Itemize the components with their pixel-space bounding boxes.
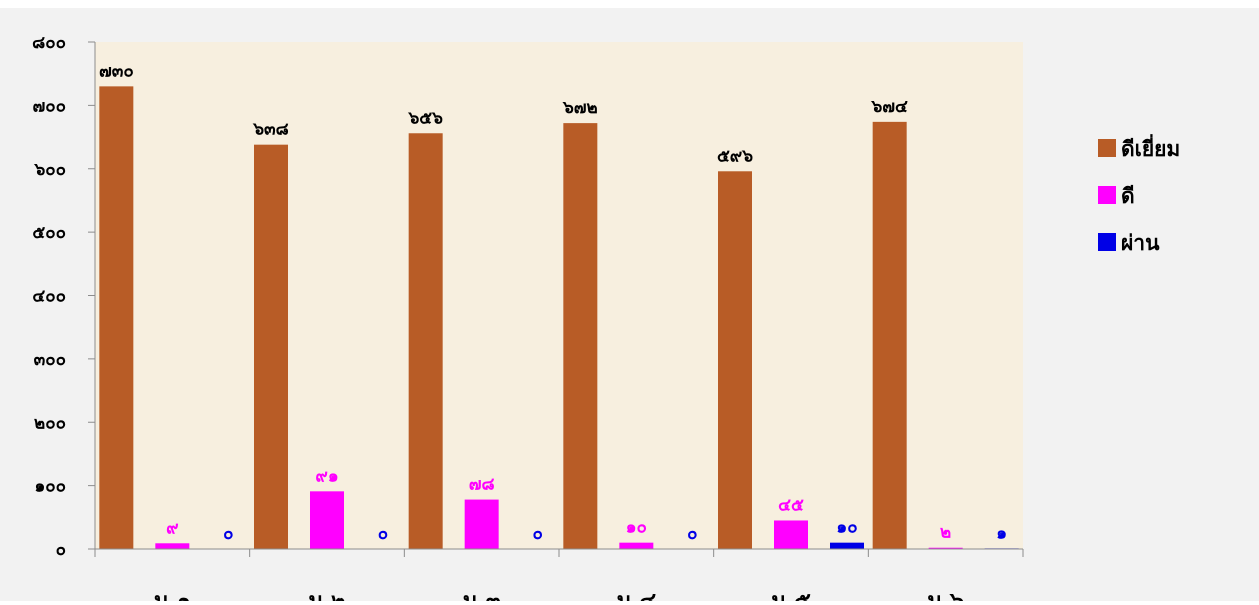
bar-2-ม.๒	[310, 491, 344, 549]
bar-1-ม.๔	[563, 123, 598, 550]
legend-label-3: ผ่าน	[1121, 231, 1160, 255]
data-label: ๕๙๖	[717, 146, 753, 166]
data-label: ๙	[166, 518, 178, 538]
y-tick-label: ๒๐๐	[34, 413, 66, 433]
bar-1-ม.๓	[408, 133, 443, 549]
data-label: ๖๗๒	[562, 98, 598, 118]
data-label: ๗๘	[469, 475, 495, 495]
x-tick-label: ม.๖	[927, 589, 964, 601]
data-label: ๐	[687, 524, 697, 544]
x-tick-label: ม.๕	[771, 589, 811, 601]
data-label: ๑	[996, 523, 1007, 543]
data-label: ๖๗๔	[870, 97, 908, 117]
y-tick-label: ๑๐๐	[34, 477, 66, 497]
legend-swatch-3	[1098, 233, 1116, 251]
data-label: ๔๕	[778, 495, 804, 515]
data-label: ๖๓๘	[252, 120, 289, 140]
bar-2-ม.๖	[928, 547, 963, 549]
x-tick-label: ม.๔	[617, 589, 657, 601]
bar-2-ม.๔	[619, 542, 654, 549]
legend-swatch-2	[1098, 186, 1116, 204]
y-tick-label: ๘๐๐	[32, 33, 66, 53]
y-tick-label: ๔๐๐	[32, 287, 66, 307]
legend: ดีเยี่ยมดีผ่าน	[1098, 133, 1180, 255]
bar-2-ม.๑	[155, 543, 190, 549]
bar-1-ม.๕	[718, 171, 752, 549]
data-label: ๗๓๐	[99, 61, 134, 81]
legend-label-2: ดี	[1121, 184, 1135, 208]
bar-1-ม.๒	[254, 144, 288, 550]
data-label: ๖๕๖	[407, 108, 443, 128]
y-tick-label: ๐	[56, 540, 66, 560]
bar-1-ม.๑	[99, 86, 134, 550]
x-tick-label: ม.๓	[463, 589, 501, 601]
x-tick-label: ม.๒	[308, 589, 345, 601]
data-label: ๑๐	[626, 518, 647, 538]
data-label: ๑๐	[836, 518, 857, 538]
data-label: ๙๑	[315, 466, 338, 486]
x-tick-label: ม.๑	[154, 589, 191, 601]
bar-2-ม.๕	[774, 520, 808, 549]
legend-label-1: ดีเยี่ยม	[1121, 133, 1180, 161]
data-label: ๐	[532, 524, 542, 544]
data-label: ๒	[940, 523, 951, 543]
data-label: ๐	[223, 524, 233, 544]
y-tick-label: ๖๐๐	[33, 160, 66, 180]
legend-swatch-1	[1098, 139, 1116, 157]
bar-2-ม.๓	[464, 499, 499, 549]
bar-1-ม.๖	[872, 121, 907, 549]
bar-3-ม.๕	[830, 542, 864, 549]
data-label: ๐	[378, 524, 388, 544]
y-tick-label: ๕๐๐	[32, 223, 66, 243]
plot-area	[95, 42, 1023, 549]
y-tick-label: ๓๐๐	[34, 350, 66, 370]
y-tick-label: ๗๐๐	[32, 96, 66, 116]
